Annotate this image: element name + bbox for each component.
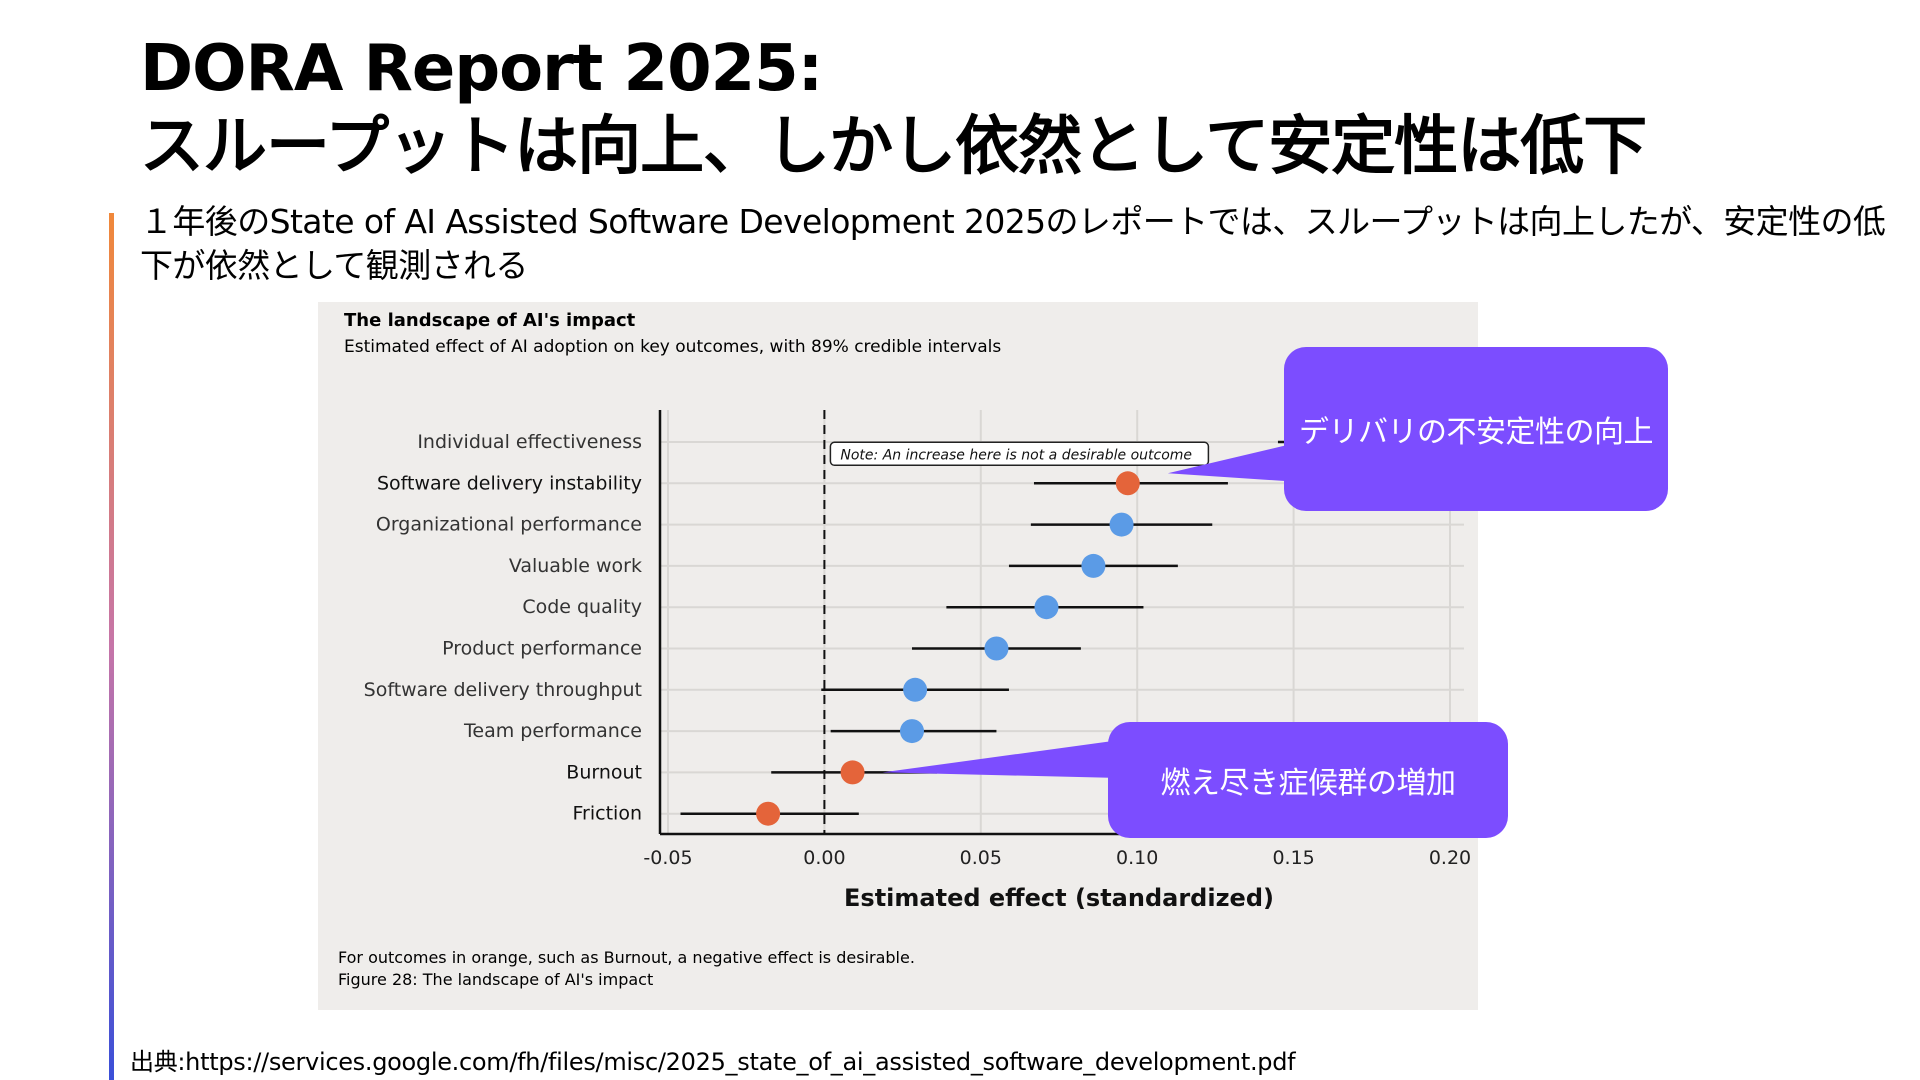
row-label: Team performance bbox=[463, 720, 642, 742]
row-label: Valuable work bbox=[509, 555, 642, 577]
slide-title: DORA Report 2025: スループットは向上、しかし依然として安定性は… bbox=[140, 30, 1647, 186]
row-label: Product performance bbox=[442, 638, 642, 660]
row-label: Software delivery throughput bbox=[364, 679, 642, 701]
source-citation: 出典:https://services.google.com/fh/files/… bbox=[130, 1048, 1296, 1076]
x-tick-label: -0.05 bbox=[643, 847, 692, 869]
callout-burnout: 燃え尽き症候群の増加 bbox=[1108, 722, 1508, 838]
estimate-point bbox=[1034, 595, 1059, 620]
chart-subtitle: Estimated effect of AI adoption on key o… bbox=[344, 337, 1002, 357]
x-tick-label: 0.20 bbox=[1429, 847, 1471, 869]
row-label: Organizational performance bbox=[376, 514, 642, 536]
slide-title-line2: スループットは向上、しかし依然として安定性は低下 bbox=[140, 110, 1647, 184]
estimate-point bbox=[840, 760, 865, 785]
estimate-point bbox=[1109, 512, 1134, 537]
x-axis-label: Estimated effect (standardized) bbox=[844, 884, 1274, 912]
estimate-point bbox=[1115, 471, 1140, 496]
chart-caption: Figure 28: The landscape of AI's impact bbox=[338, 970, 654, 989]
estimate-point bbox=[984, 636, 1009, 661]
x-tick-label: 0.05 bbox=[960, 847, 1002, 869]
x-tick-label: 0.15 bbox=[1272, 847, 1314, 869]
estimate-point bbox=[903, 677, 928, 702]
x-tick-label: 0.10 bbox=[1116, 847, 1158, 869]
slide-subtitle: １年後のState of AI Assisted Software Develo… bbox=[140, 202, 1886, 285]
row-label: Friction bbox=[573, 803, 642, 825]
row-label: Code quality bbox=[522, 596, 642, 618]
estimate-point bbox=[1081, 553, 1106, 578]
estimate-point bbox=[899, 719, 924, 744]
slide-title-line1: DORA Report 2025: bbox=[140, 32, 823, 106]
note-text: Note: An increase here is not a desirabl… bbox=[840, 447, 1192, 463]
row-label: Burnout bbox=[566, 761, 642, 783]
chart-footnote: For outcomes in orange, such as Burnout,… bbox=[338, 948, 915, 967]
row-label: Individual effectiveness bbox=[417, 431, 642, 453]
x-tick-label: 0.00 bbox=[803, 847, 845, 869]
chart-title: The landscape of AI's impact bbox=[344, 310, 636, 331]
row-label: Software delivery instability bbox=[377, 472, 642, 494]
accent-bar bbox=[109, 213, 114, 1080]
callout-instability: デリバリの不安定性の向上 bbox=[1284, 347, 1668, 511]
estimate-point bbox=[756, 801, 781, 826]
